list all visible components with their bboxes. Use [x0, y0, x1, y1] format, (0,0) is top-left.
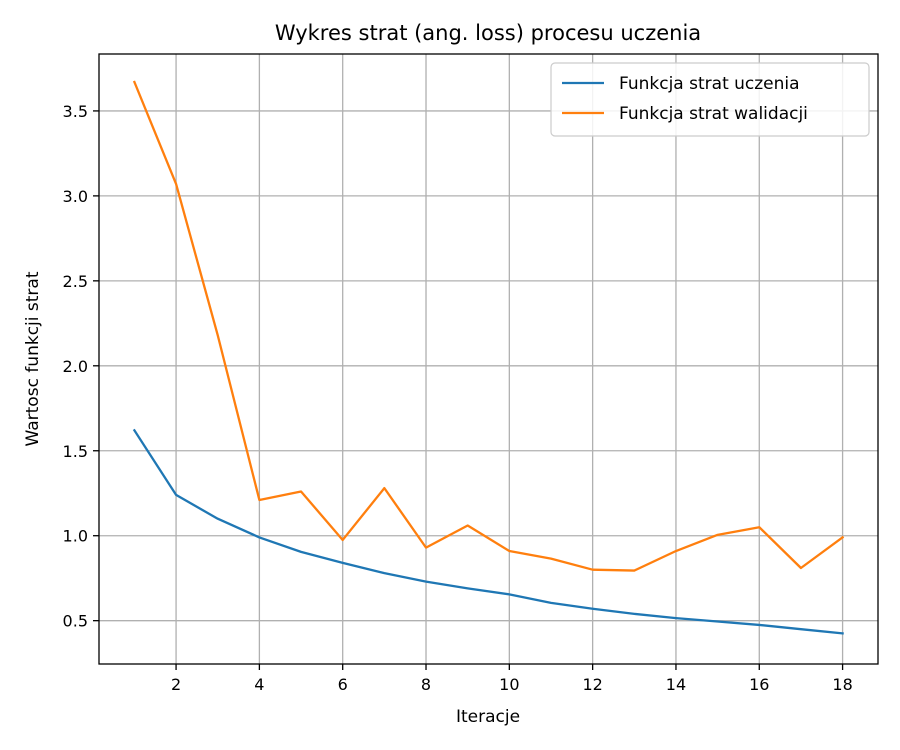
- series-line-2: [132, 80, 845, 572]
- y-tick-label: 3.5: [63, 102, 88, 121]
- y-tick-label: 2.0: [63, 357, 88, 376]
- legend-label-1: Funkcja strat uczenia: [619, 74, 800, 94]
- x-tick-label: 18: [832, 675, 852, 694]
- y-tick-label: 1.5: [63, 442, 88, 461]
- x-tick-label: 6: [338, 675, 348, 694]
- y-tick-label: 2.5: [63, 272, 88, 291]
- x-tick-label: 10: [499, 675, 519, 694]
- x-axis-label: Iteracje: [456, 707, 520, 727]
- chart-title: Wykres strat (ang. loss) procesu uczenia: [275, 21, 701, 45]
- y-axis-label: Wartosc funkcji strat: [23, 271, 43, 446]
- legend-label-2: Funkcja strat walidacji: [619, 104, 808, 124]
- y-tick-label: 0.5: [63, 612, 88, 631]
- x-tick-label: 2: [171, 675, 181, 694]
- x-tick-label: 12: [582, 675, 602, 694]
- ticks: 2 4 6 8 10 12 14 16 18 0.5 1.0 1.5 2.0 2.5 3.0 3.5: [63, 102, 853, 694]
- y-tick-label: 1.0: [63, 527, 88, 546]
- grid: [99, 54, 878, 664]
- legend-box: [550, 62, 870, 137]
- y-tick-label: 3.0: [63, 187, 88, 206]
- x-tick-label: 4: [254, 675, 264, 694]
- x-tick-label: 14: [666, 675, 686, 694]
- x-tick-label: 16: [749, 675, 769, 694]
- series-layer: [132, 80, 845, 635]
- plot-frame: [98, 53, 879, 665]
- x-tick-label: 8: [421, 675, 431, 694]
- series-line-1: [132, 428, 844, 635]
- legend: Funkcja strat uczenia Funkcja strat walid…: [550, 62, 870, 137]
